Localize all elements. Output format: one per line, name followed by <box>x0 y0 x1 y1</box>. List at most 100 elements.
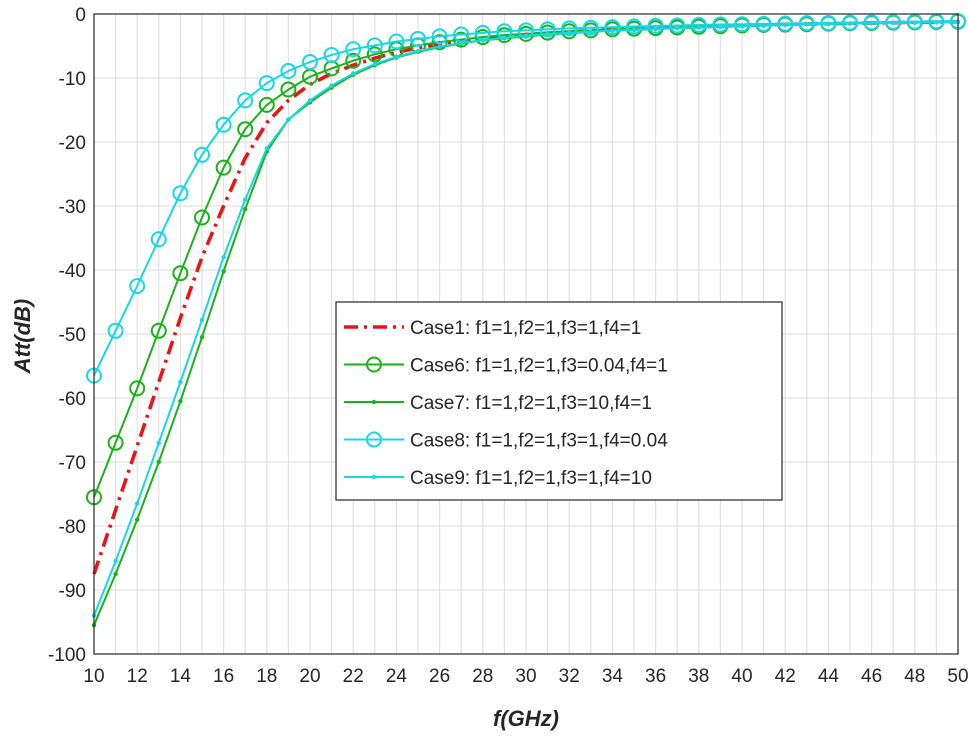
data-point <box>734 16 750 33</box>
y-tick-label: 0 <box>75 5 86 26</box>
data-point <box>739 23 745 29</box>
data-point <box>410 30 426 47</box>
data-point <box>237 121 254 138</box>
x-tick-label: 12 <box>127 666 148 687</box>
data-point <box>199 317 205 323</box>
x-tick-label: 46 <box>861 666 882 687</box>
plot-frame <box>93 13 959 655</box>
data-point <box>345 52 362 69</box>
data-point <box>690 16 707 33</box>
y-tick-label: -20 <box>59 133 86 154</box>
x-tick-label: 30 <box>515 666 536 687</box>
legend-item: Case8: f1=1,f2=1,f3=1,f4=0.04 <box>344 431 668 452</box>
data-point <box>113 571 118 577</box>
legend-marker <box>371 399 377 405</box>
data-point <box>415 48 421 54</box>
x-tick-label: 42 <box>775 666 796 687</box>
data-point <box>545 31 550 37</box>
x-tick-label: 14 <box>170 666 192 687</box>
x-axis-title: f(GHz) <box>493 706 559 731</box>
x-tick-label: 34 <box>602 666 624 687</box>
data-point <box>221 269 226 274</box>
data-point <box>582 19 599 36</box>
data-point <box>626 18 642 35</box>
data-point <box>934 20 939 25</box>
y-tick-label: -30 <box>59 197 86 218</box>
data-point <box>502 35 507 40</box>
data-point <box>156 440 161 445</box>
data-point <box>194 146 210 163</box>
data-point <box>539 21 556 38</box>
x-tick-label: 44 <box>818 666 840 687</box>
data-point <box>243 207 248 212</box>
x-tick-label: 28 <box>472 666 493 687</box>
data-point <box>156 459 161 465</box>
y-tick-label: -70 <box>59 453 86 474</box>
data-point <box>431 28 448 45</box>
data-point <box>172 185 189 202</box>
data-point <box>351 71 356 76</box>
data-point <box>237 92 254 109</box>
data-point <box>567 30 572 36</box>
data-point <box>286 117 291 122</box>
series-4 <box>86 13 966 384</box>
data-point <box>891 20 896 26</box>
data-point <box>523 33 529 38</box>
data-point <box>215 116 232 133</box>
data-point <box>712 16 729 33</box>
data-point <box>912 20 917 25</box>
series-layer <box>86 13 966 628</box>
legend-marker <box>366 356 382 373</box>
data-point <box>243 197 248 202</box>
data-point <box>307 98 313 103</box>
x-tick-label: 48 <box>904 666 925 687</box>
data-point <box>345 41 362 58</box>
x-tick-label: 20 <box>299 666 320 687</box>
x-tick-label: 26 <box>429 666 450 687</box>
y-tick-label: -60 <box>59 389 86 410</box>
legend-marker <box>371 474 377 480</box>
data-point <box>258 96 275 113</box>
data-point <box>588 29 593 34</box>
data-point <box>199 335 205 340</box>
data-point <box>755 15 772 32</box>
data-point <box>631 27 637 32</box>
data-point <box>869 21 874 26</box>
legend-item: Case6: f1=1,f2=1,f3=0.04,f4=1 <box>344 356 668 377</box>
legend-item: Case1: f1=1,f2=1,f3=1,f4=1 <box>344 318 641 339</box>
data-point <box>696 25 701 30</box>
legend-marker <box>366 431 382 448</box>
y-axis-title: Att(dB) <box>10 299 35 375</box>
data-point <box>323 46 340 63</box>
y-tick-label: -40 <box>59 261 86 282</box>
legend-box <box>335 301 783 501</box>
data-point <box>280 62 297 79</box>
data-point <box>329 83 334 88</box>
data-point <box>135 501 140 506</box>
data-point <box>366 37 383 54</box>
x-tick-label: 22 <box>343 666 364 687</box>
series-5 <box>91 19 961 618</box>
data-point <box>129 380 146 397</box>
y-tick-label: -80 <box>59 517 86 538</box>
data-point <box>804 22 809 27</box>
legend-label: Case7: f1=1,f2=1,f3=10,f4=1 <box>410 393 652 414</box>
data-point <box>718 24 723 29</box>
data-point <box>561 20 578 37</box>
data-point <box>675 25 680 31</box>
y-tick-label: -10 <box>59 69 86 90</box>
data-point <box>366 46 383 63</box>
data-point <box>135 517 140 522</box>
data-point <box>647 17 664 34</box>
data-point <box>107 322 124 339</box>
data-point <box>453 31 470 48</box>
x-tick-label: 10 <box>83 666 104 687</box>
data-point <box>826 21 831 27</box>
x-tick-label: 24 <box>386 666 408 687</box>
data-point <box>258 75 275 92</box>
data-point <box>150 231 167 248</box>
data-point <box>280 81 297 98</box>
data-point <box>388 33 405 50</box>
data-point <box>761 23 766 28</box>
